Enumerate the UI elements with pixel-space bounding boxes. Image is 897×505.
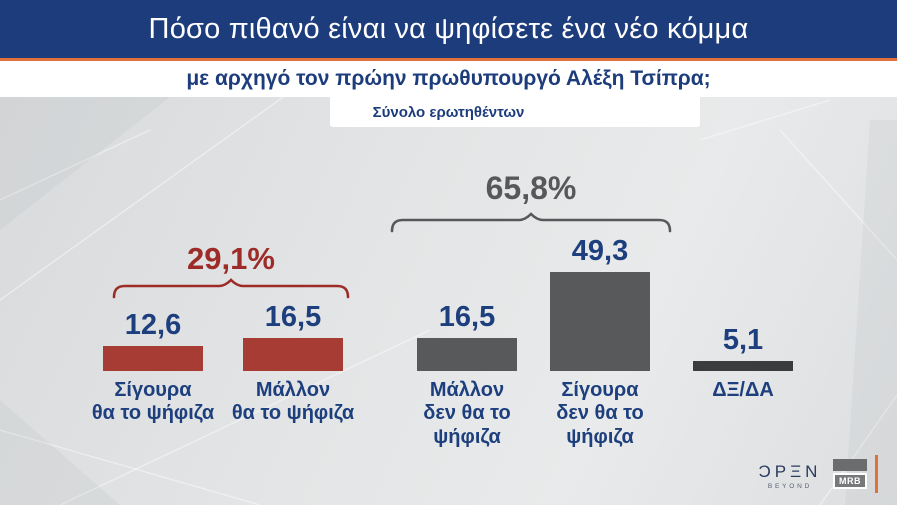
- bracket-would-vote: [112, 278, 350, 299]
- open-channel-logo: ƆPΞN BEYOND: [752, 463, 828, 490]
- bar-label-dxda: ΔΞ/ΔΑ: [712, 379, 774, 401]
- bar-mallon-den: [417, 338, 517, 371]
- bar-mallon-tha: [243, 338, 343, 371]
- bar-label-sigoura-tha: Σίγουρα θα το ψήφιζα: [91, 379, 215, 425]
- bar-label-sigoura-den: Σίγουρα δεν θα το ψήφιζα: [556, 379, 644, 448]
- sample-note: Σύνολο ερωτηθέντων: [372, 103, 525, 121]
- mrb-logo-bar: [833, 459, 867, 471]
- orange-divider: [0, 58, 897, 61]
- bar-column-mallon-tha: 16,5: [213, 160, 373, 371]
- bar-column-mallon-den: 16,5: [387, 160, 547, 371]
- orange-accent-line: [875, 455, 878, 493]
- poll-question-title: Πόσο πιθανό είναι να ψηφίσετε ένα νέο κό…: [148, 12, 749, 45]
- subtitle-band: με αρχηγό τον πρώην πρωθυπουργό Αλέξη Τσ…: [0, 61, 897, 97]
- bar-column-dxda: 5,1: [663, 160, 823, 371]
- bar-label-mallon-tha: Μάλλον θα το ψήφιζα: [231, 379, 355, 425]
- open-logo-tagline: BEYOND: [767, 483, 813, 490]
- bar-label-mallon-den: Μάλλον δεν θα το ψήφιζα: [423, 379, 511, 448]
- mrb-logo: MRB: [833, 459, 867, 489]
- bar-sigoura-den: [550, 272, 650, 371]
- bar-value: 49,3: [571, 235, 629, 268]
- title-band: Πόσο πιθανό είναι να ψηφίσετε ένα νέο κό…: [0, 0, 897, 58]
- mrb-logo-label: MRB: [833, 473, 867, 489]
- bar-value: 5,1: [722, 323, 764, 356]
- bar-dxda: [693, 360, 793, 371]
- bracket-would-not-vote: [390, 212, 672, 233]
- bar-value: 16,5: [264, 301, 322, 333]
- bar-value: 12,6: [124, 308, 182, 341]
- poll-question-subtitle: με αρχηγό τον πρώην πρωθυπουργό Αλέξη Τσ…: [186, 67, 711, 90]
- bar-column-sigoura-den: 49,3: [520, 160, 680, 371]
- open-logo-wordmark: ƆPΞN: [758, 462, 822, 481]
- bar-sigoura-tha: [103, 345, 203, 371]
- group-percent-would-not-vote: 65,8%: [485, 170, 577, 206]
- sample-note-strip: [330, 97, 700, 127]
- bar-column-sigoura-tha: 12,6: [73, 160, 233, 371]
- bar-value: 16,5: [438, 301, 496, 333]
- group-percent-would-vote: 29,1%: [187, 241, 275, 276]
